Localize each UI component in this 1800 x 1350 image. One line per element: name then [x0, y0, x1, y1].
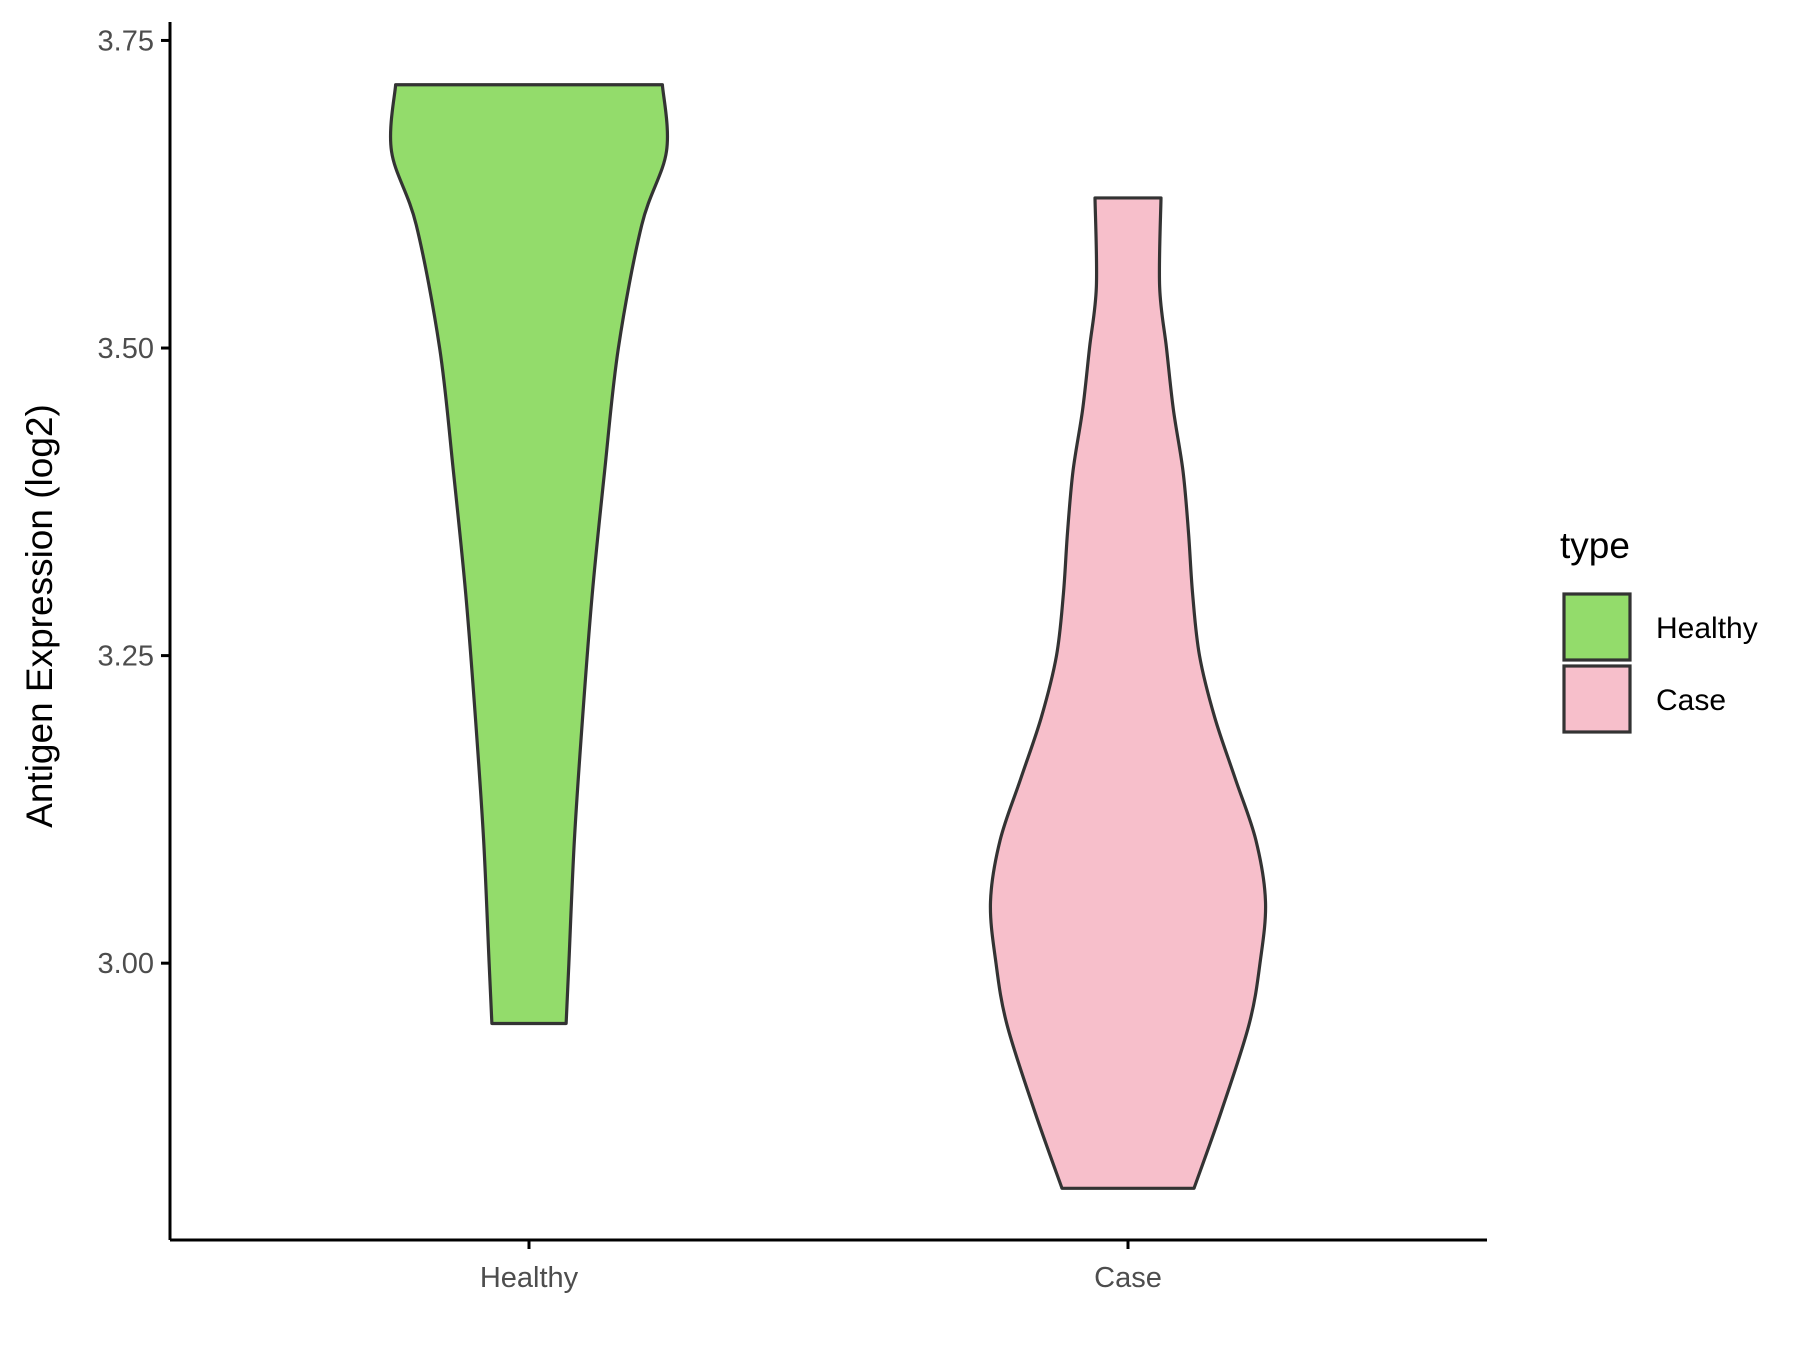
legend-label-healthy: Healthy: [1656, 612, 1758, 645]
y-tick-label: 3.75: [98, 25, 154, 57]
y-tick-label: 3.25: [98, 641, 154, 673]
violin-layer: [388, 83, 1268, 1190]
violin-healthy: [388, 83, 670, 1026]
x-tick-label: Healthy: [480, 1262, 579, 1294]
y-ticks: 3.00 3.25 3.50 3.75: [98, 25, 170, 980]
legend-items: Healthy Case: [1562, 592, 1758, 734]
legend-title: type: [1560, 525, 1630, 566]
y-tick-label: 3.50: [98, 333, 154, 365]
axes-layer: [168, 22, 1487, 1242]
legend: type Healthy Case: [1560, 525, 1758, 734]
violin-case: [988, 196, 1268, 1190]
legend-label-case: Case: [1656, 684, 1726, 717]
y-axis-title: Antigen Expression (log2): [19, 404, 60, 828]
x-tick-label: Case: [1094, 1262, 1162, 1294]
legend-key-healthy: [1562, 592, 1632, 662]
y-tick-label: 3.00: [98, 948, 154, 980]
legend-key-case: [1562, 664, 1632, 734]
x-ticks: Healthy Case: [480, 1240, 1162, 1294]
